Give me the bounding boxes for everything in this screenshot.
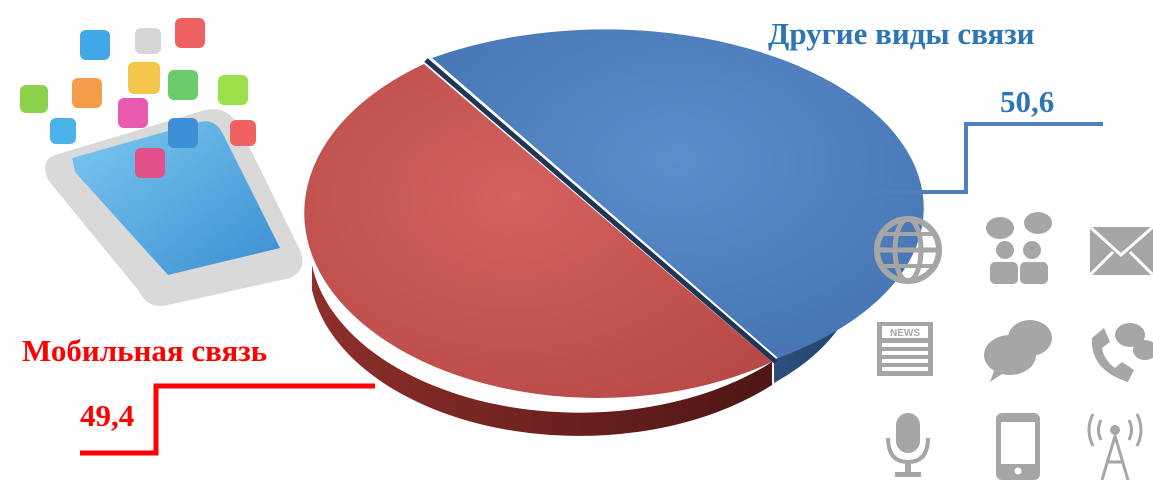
slice-label-other: Другие виды связи [768, 16, 1035, 51]
app-icon-13 [135, 148, 165, 178]
pie-slice-side-other [774, 205, 861, 383]
app-icon-9 [118, 98, 148, 128]
envelope-icon [1088, 225, 1153, 277]
globe-icon [874, 216, 942, 284]
speech-bubbles-icon [984, 320, 1052, 382]
antenna-icon [1087, 413, 1143, 480]
pie-slice-mobile [304, 64, 772, 398]
app-icon-4 [175, 18, 205, 48]
svg-text:NEWS: NEWS [890, 328, 920, 339]
phone-call-icon [1091, 323, 1153, 382]
news-icon: NEWS [877, 322, 933, 376]
slice-label-mobile: Мобильная связь [22, 333, 268, 368]
pie-slice-other [432, 29, 924, 359]
leader-line-other [848, 122, 1103, 194]
app-icon-10 [168, 118, 198, 148]
data-label-mobile: 49,4 [80, 398, 135, 433]
leader-line-mobile [80, 383, 375, 456]
phone-illustration [20, 18, 303, 306]
app-icon-11 [230, 120, 256, 146]
mobile-phone-icon [996, 413, 1040, 480]
app-icon-2 [80, 30, 110, 60]
app-icon-12 [50, 118, 76, 144]
app-icon-6 [128, 62, 160, 94]
pie-slice-divider [424, 58, 778, 364]
app-icon-8 [218, 75, 248, 105]
microphone-icon [886, 413, 930, 477]
people-chat-icon [986, 212, 1052, 284]
app-icon-7 [168, 70, 198, 100]
pie-chart [304, 29, 924, 436]
data-label-other: 50,6 [1000, 84, 1055, 119]
app-icon-1 [20, 85, 48, 113]
phone-screen-icon [72, 121, 280, 275]
app-icon-3 [135, 28, 161, 54]
icon-grid: NEWS [874, 212, 1153, 480]
pie-slice-side-mobile [312, 265, 772, 436]
app-icon-5 [72, 78, 102, 108]
